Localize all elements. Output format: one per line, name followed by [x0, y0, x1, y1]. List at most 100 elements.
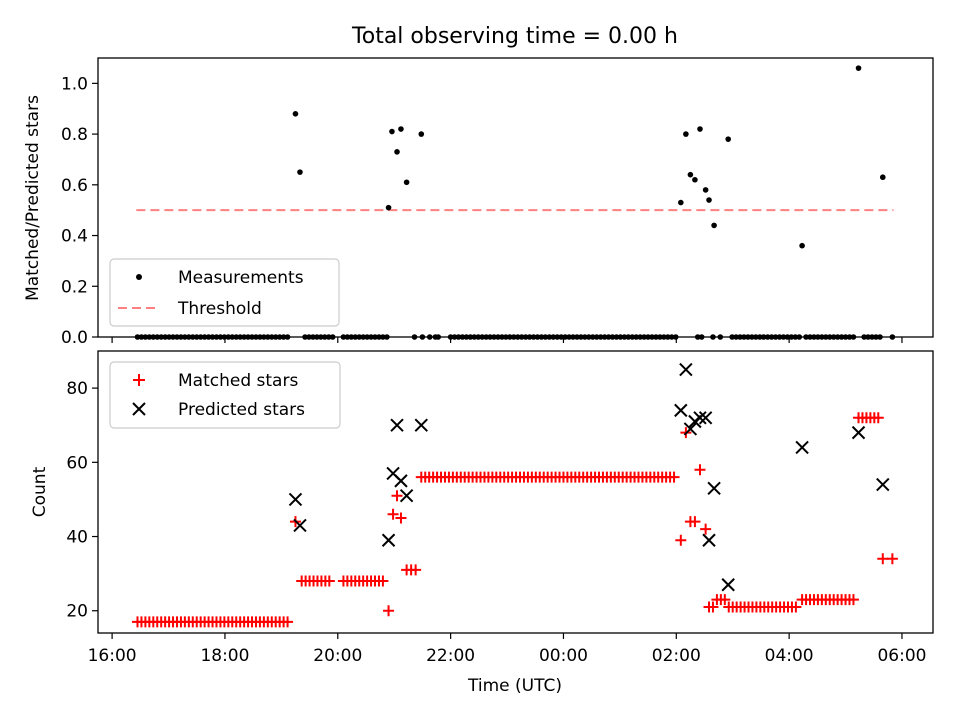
measurement-point [233, 334, 240, 340]
measurement-point [166, 334, 172, 340]
measurement-point [229, 334, 236, 340]
measurement-point [601, 334, 608, 340]
measurement-point [398, 126, 404, 132]
measurement-point [284, 334, 291, 340]
measurement-point [725, 136, 731, 142]
measurement-point [641, 334, 647, 340]
measurement-point [495, 334, 501, 340]
measurement-point [865, 334, 871, 340]
legend-measurements-label: Measurements [178, 268, 304, 288]
measurement-point [213, 334, 220, 340]
measurement-point [698, 334, 705, 340]
top-y-tick-label: 0.8 [61, 125, 88, 145]
measurement-point [792, 334, 799, 340]
measurement-point [661, 334, 667, 340]
measurement-point [733, 334, 739, 340]
matched-star-point [872, 412, 884, 424]
bottom-y-label: Count [30, 466, 50, 517]
measurement-point [702, 187, 709, 193]
measurement-point [764, 334, 771, 340]
measurement-point [574, 334, 580, 340]
measurement-point [542, 334, 549, 340]
bottom-panel: 20 40 60 80 16:00 18:00 20:00 22:00 00:00 02:00 0… [30, 350, 934, 696]
top-y-tick-label: 0.6 [61, 176, 88, 196]
measurement-point [384, 334, 390, 340]
measurement-point [889, 334, 896, 340]
top-legend-box [109, 258, 340, 327]
top-y-axis: 0.0 0.2 0.4 0.6 0.8 1.0 [61, 74, 98, 348]
legend-measurement-marker [136, 274, 142, 280]
measurement-point [257, 334, 263, 340]
measurement-point [582, 334, 588, 340]
measurement-point [605, 334, 612, 340]
measurement-point [753, 334, 759, 340]
measurement-point [511, 334, 517, 340]
chart-title: Total observing time = 0.00 h [351, 24, 678, 49]
measurement-point [483, 334, 489, 340]
predicted-star-point [851, 425, 866, 440]
measurement-point [325, 334, 332, 340]
measurement-point [796, 334, 803, 340]
measurement-point [842, 334, 849, 340]
measurement-point [368, 334, 374, 340]
matched-star-point [387, 508, 399, 520]
measurement-point [225, 334, 232, 340]
bottom-x-axis: 16:00 18:00 20:00 22:00 00:00 02:00 04:00 06:00 [88, 633, 926, 666]
measurement-point [479, 334, 486, 340]
measurement-point [435, 334, 442, 340]
measurement-point [741, 334, 747, 340]
matched-star-point [847, 594, 859, 606]
measurement-point [566, 334, 572, 340]
bottom-y-tick-label: 40 [66, 528, 88, 548]
matched-star-point [790, 601, 802, 613]
predicted-star-point [381, 533, 396, 547]
measurement-point [830, 334, 837, 340]
measurement-point [811, 334, 817, 340]
measurement-point [205, 334, 212, 340]
predicted-star-point [698, 411, 713, 425]
measurement-point [578, 334, 584, 340]
measurement-point [668, 334, 675, 340]
measurement-point [344, 334, 351, 340]
matched-star-point [694, 464, 706, 476]
top-legend: Measurements Threshold [109, 258, 340, 327]
measurement-point [678, 199, 684, 206]
measurement-point [665, 334, 671, 340]
x-tick-label: 18:00 [200, 646, 249, 666]
measurement-point [597, 334, 604, 340]
bottom-legend-box [109, 361, 341, 429]
predicted-star-point [683, 422, 698, 436]
bottom-legend: Matched stars Predicted stars [109, 361, 341, 429]
measurement-point [249, 334, 255, 340]
measurement-point [514, 334, 521, 340]
measurement-point [201, 334, 208, 340]
measurement-point [855, 65, 862, 71]
top-y-label: Matched/Predicted stars [23, 95, 43, 301]
measurement-point [550, 334, 557, 340]
measurement-point [760, 334, 767, 340]
measurement-point [589, 334, 596, 340]
measurement-point [737, 334, 743, 340]
measurement-point [507, 334, 513, 340]
measurement-point [861, 334, 867, 340]
measurement-point [780, 334, 787, 340]
measurement-point [475, 334, 482, 340]
measurement-point [261, 334, 267, 340]
x-tick-label: 04:00 [765, 646, 814, 666]
measurement-point [838, 334, 845, 340]
measurement-point [807, 334, 813, 340]
measurement-point [803, 334, 809, 340]
predicted-star-point [293, 518, 307, 533]
measurement-point [237, 334, 243, 340]
matched-star-point [668, 471, 680, 483]
predicted-star-point [876, 477, 890, 492]
predicted-star-point [414, 418, 428, 432]
measurement-point [134, 334, 141, 340]
measurement-point [546, 334, 553, 340]
matched-star-point [391, 490, 403, 502]
measurement-point [418, 131, 425, 137]
measurement-point [710, 334, 716, 340]
measurement-point [467, 334, 474, 340]
measurement-point [314, 334, 320, 340]
